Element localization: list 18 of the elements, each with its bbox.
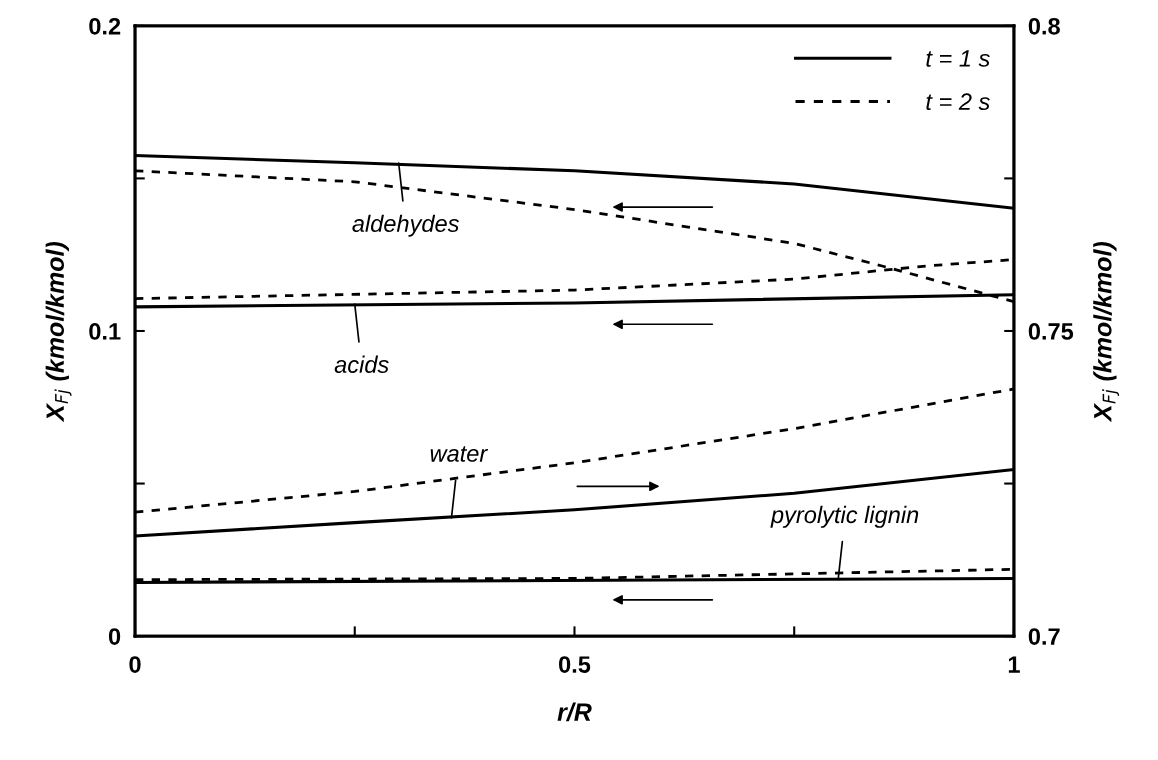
annotation: water [430, 446, 489, 462]
x-tick-label: 1 [1008, 656, 1020, 673]
x-axis-title: r/R [557, 702, 592, 722]
y-axis-title: X$_{Fj}$ (kmol/kmol) [45, 241, 72, 423]
x-tick-label: 0 [129, 656, 141, 673]
y-tick-label: 0 [108, 628, 121, 645]
y2-tick-label: 0.7 [1028, 628, 1060, 645]
legend-label: t = 1 s [926, 50, 990, 67]
annotation: pyrolytic lignin [770, 505, 919, 528]
legend-label: t = 2 s [926, 93, 990, 111]
y2-tick-label: 0.75 [1028, 323, 1074, 340]
annotation: aldehydes [352, 214, 459, 237]
y-tick-label: 0.1 [89, 323, 121, 340]
x-tick-label: 0.5 [559, 656, 591, 673]
annotation: acids [334, 355, 389, 373]
y-tick-label: 0.2 [89, 17, 121, 35]
y2-axis-title: X$_{Fj}$ (kmol/kmol) [1093, 241, 1120, 423]
y2-tick-label: 0.8 [1028, 17, 1060, 35]
